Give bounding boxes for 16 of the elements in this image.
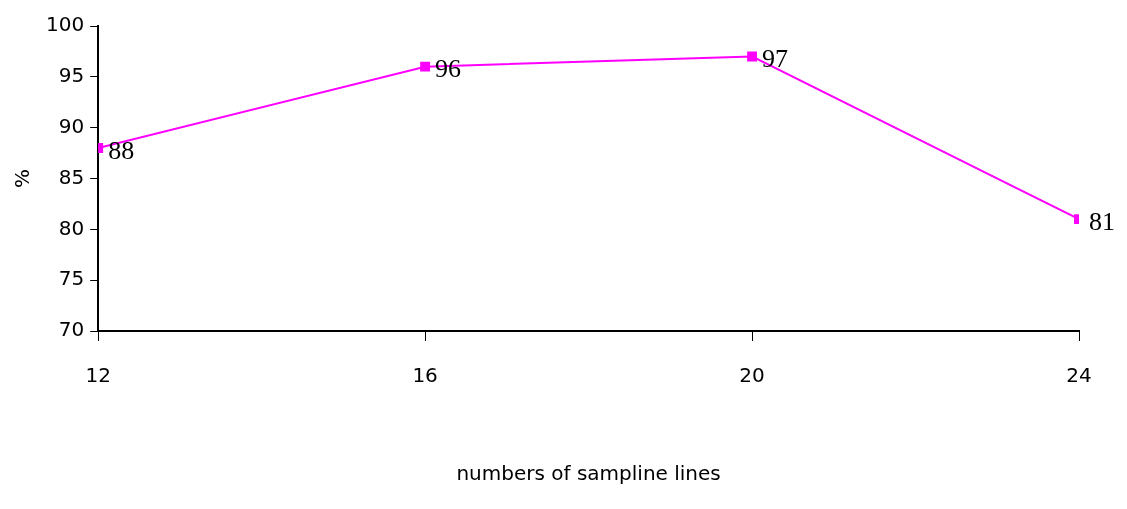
data-label: 81: [1089, 206, 1115, 236]
y-tick-label: 100: [45, 12, 85, 37]
data-label: 97: [762, 44, 789, 74]
y-tick-label: 75: [58, 266, 85, 291]
y-tick-label: 85: [58, 164, 85, 189]
x-axis-title: numbers of sampline lines: [456, 461, 721, 486]
data-label: 88: [108, 135, 135, 165]
x-tick-label: 16: [412, 363, 438, 388]
y-tick-label: 90: [58, 113, 85, 138]
y-axis-title: %: [10, 168, 35, 189]
x-tick-label: 20: [739, 363, 765, 388]
x-tick-label: 12: [85, 363, 111, 388]
y-tick-label: 70: [58, 317, 85, 342]
y-tick-label: 95: [58, 63, 85, 88]
y-tick-label: 80: [58, 215, 85, 240]
x-tick-label: 24: [1066, 363, 1092, 388]
